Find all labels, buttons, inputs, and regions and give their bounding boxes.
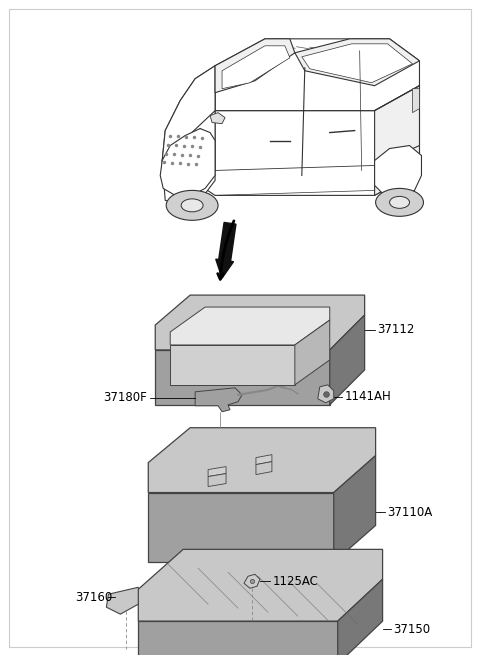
Polygon shape <box>244 574 260 588</box>
Polygon shape <box>107 587 138 614</box>
Polygon shape <box>162 86 420 195</box>
Ellipse shape <box>181 199 203 212</box>
Ellipse shape <box>376 188 423 216</box>
Polygon shape <box>330 315 365 405</box>
Polygon shape <box>162 66 215 161</box>
Polygon shape <box>148 428 376 493</box>
Polygon shape <box>208 474 226 487</box>
Polygon shape <box>208 466 226 476</box>
Text: 37160: 37160 <box>75 590 112 604</box>
Polygon shape <box>256 455 272 464</box>
Polygon shape <box>170 307 330 345</box>
Polygon shape <box>148 493 334 562</box>
Polygon shape <box>155 295 365 350</box>
Polygon shape <box>160 129 215 196</box>
Polygon shape <box>412 89 420 113</box>
Polygon shape <box>138 549 383 621</box>
Polygon shape <box>295 39 420 86</box>
Polygon shape <box>215 39 295 92</box>
Polygon shape <box>210 113 225 123</box>
Text: 1141AH: 1141AH <box>345 390 392 403</box>
Text: 37110A: 37110A <box>387 506 433 519</box>
Ellipse shape <box>390 196 409 209</box>
Polygon shape <box>163 129 210 175</box>
Text: 1125AC: 1125AC <box>273 575 319 588</box>
Polygon shape <box>162 66 215 205</box>
Polygon shape <box>222 46 290 89</box>
Polygon shape <box>334 456 376 562</box>
Polygon shape <box>138 621 338 656</box>
Polygon shape <box>195 388 242 412</box>
Polygon shape <box>215 39 420 111</box>
Polygon shape <box>374 146 421 197</box>
FancyArrow shape <box>216 222 236 278</box>
Polygon shape <box>302 44 412 83</box>
Polygon shape <box>295 320 330 385</box>
Polygon shape <box>162 111 215 178</box>
Polygon shape <box>338 579 383 656</box>
Polygon shape <box>374 86 420 195</box>
Polygon shape <box>155 350 330 405</box>
Polygon shape <box>256 462 272 474</box>
Text: 37150: 37150 <box>394 623 431 636</box>
Polygon shape <box>318 385 334 403</box>
Ellipse shape <box>166 190 218 220</box>
Polygon shape <box>170 345 295 385</box>
Text: 37180F: 37180F <box>104 391 147 404</box>
Text: 37112: 37112 <box>378 323 415 337</box>
